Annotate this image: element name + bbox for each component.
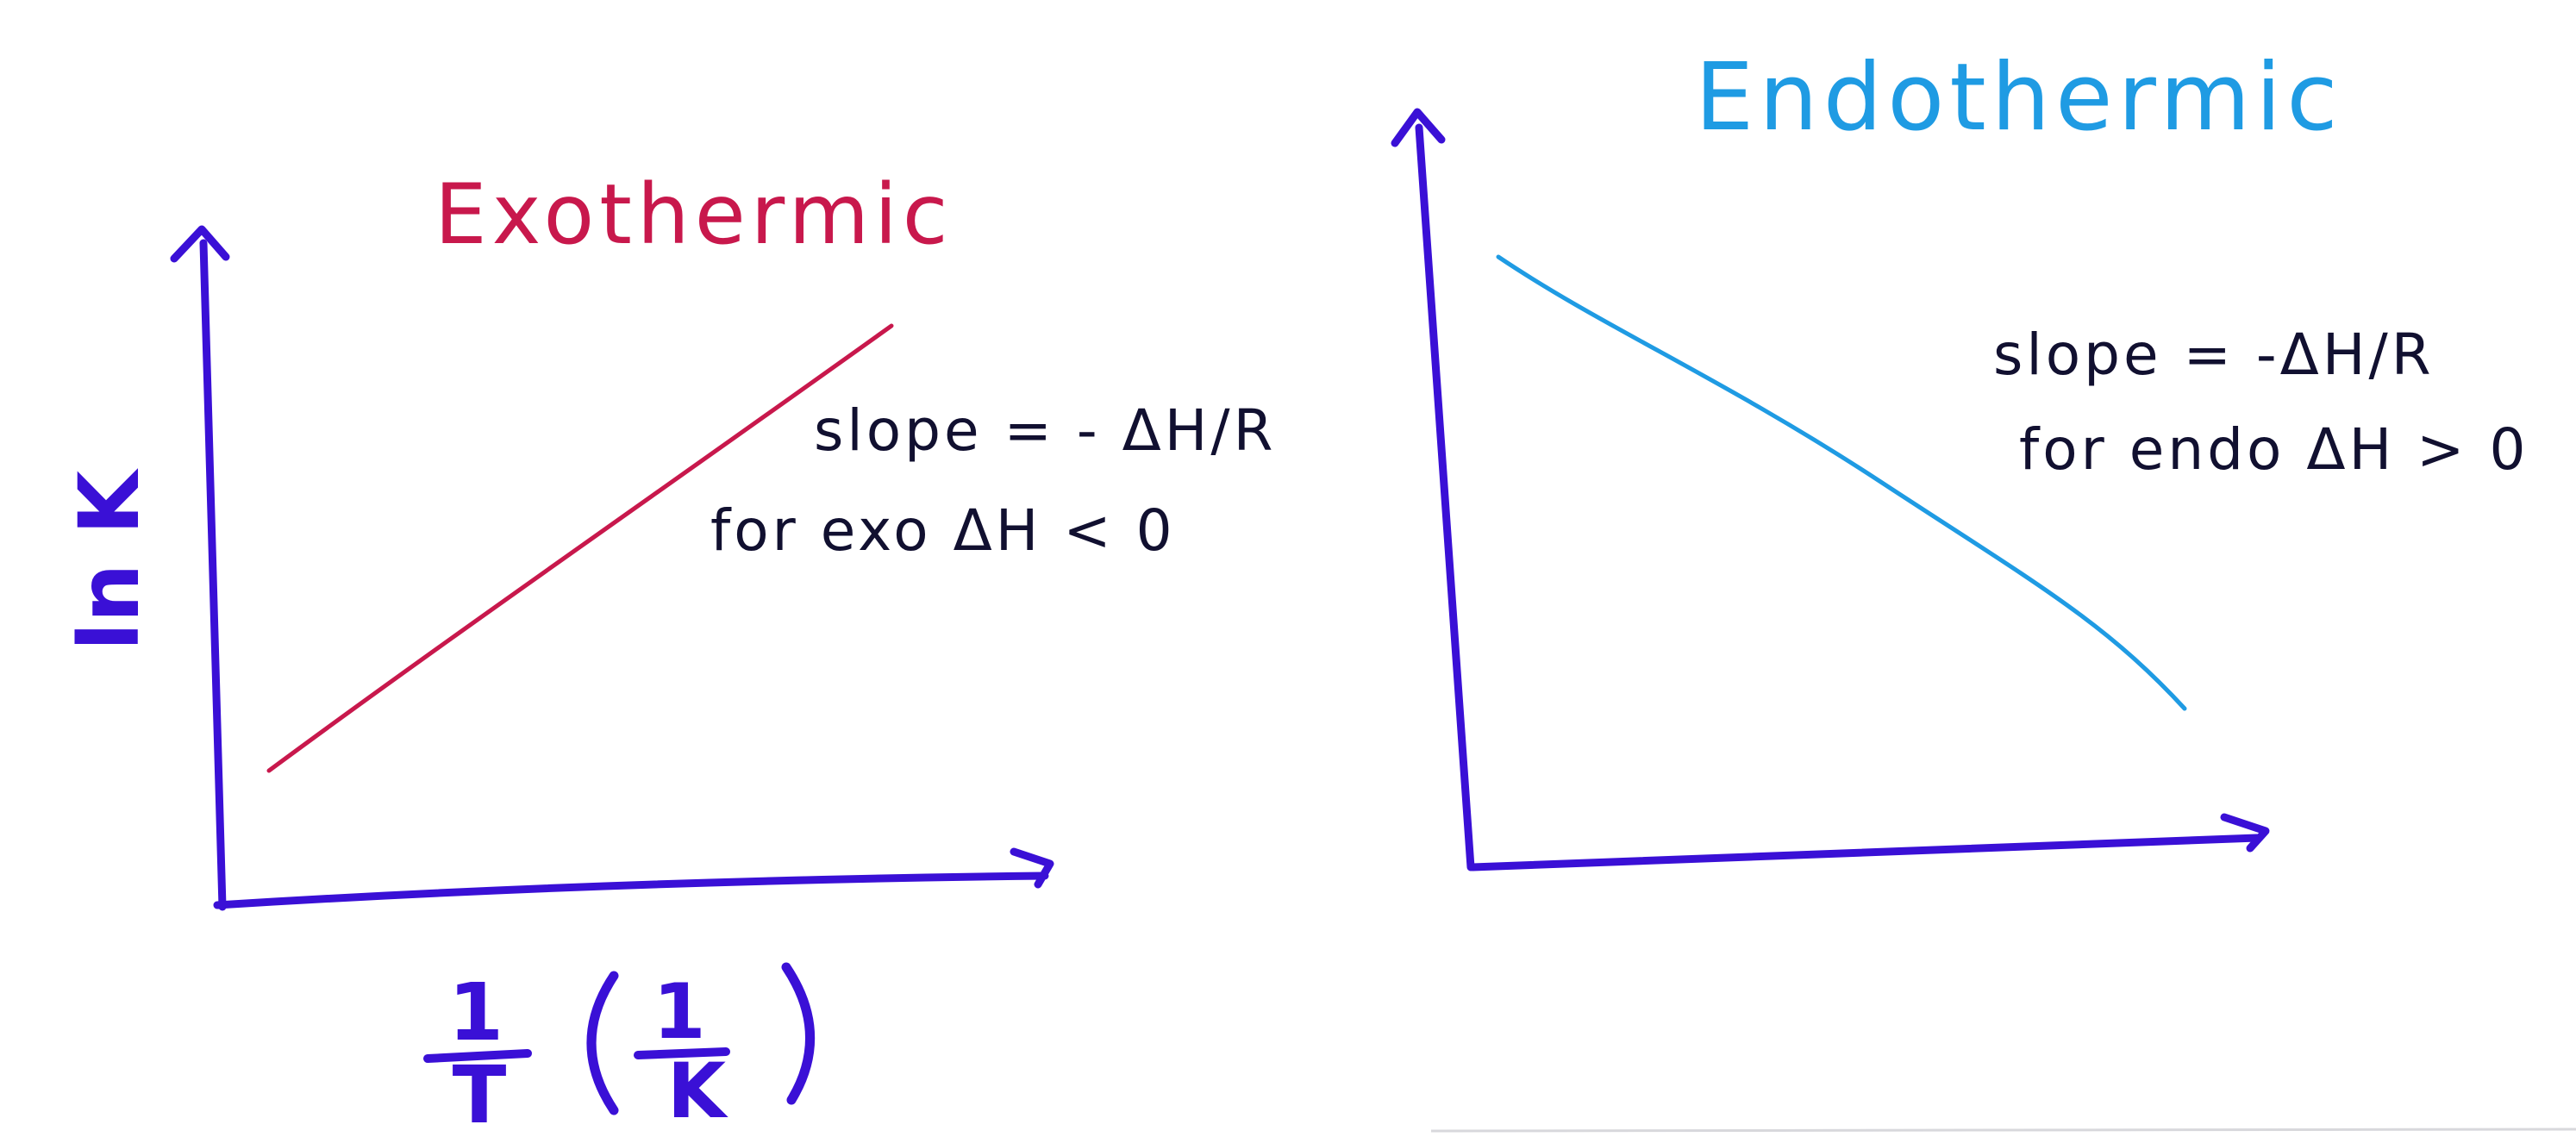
x-label-unit-denominator: K <box>667 1046 728 1135</box>
x-label-numerator: 1 <box>448 966 503 1059</box>
x-axis-label: 1 T 1 K <box>423 962 815 1137</box>
endo-x-axis <box>1468 834 2261 871</box>
endo-slope-label: slope = -ΔH/R <box>1993 322 2435 388</box>
endo-x-arrowhead <box>2220 813 2270 853</box>
y-axis-label: ln K <box>61 467 158 651</box>
exo-y-axis <box>199 239 227 911</box>
x-label-fraction-bar <box>423 1049 532 1063</box>
x-label-unit-bar <box>634 1047 730 1059</box>
endo-y-axis <box>1415 123 1475 871</box>
exo-condition-label: for exo ΔH < 0 <box>710 497 1176 564</box>
x-label-open-paren <box>586 971 619 1115</box>
endo-title: Endothermic <box>1695 44 2343 152</box>
paper-edge <box>1430 1128 2576 1133</box>
exo-x-axis <box>213 871 1049 909</box>
endo-data-line <box>1496 254 2187 711</box>
x-label-denominator: T <box>453 1049 507 1137</box>
exo-title: Exothermic <box>435 166 953 263</box>
endo-condition-label: for endo ΔH > 0 <box>2019 416 2529 483</box>
exo-x-arrowhead <box>1010 847 1054 889</box>
x-label-close-paren <box>781 962 815 1105</box>
exo-slope-label: slope = - ΔH/R <box>814 397 1277 464</box>
exo-y-arrowhead <box>170 225 230 263</box>
exothermic-panel: Exothermic slope = - ΔH/R for exo ΔH < 0… <box>61 166 1277 1137</box>
endo-y-arrowhead <box>1391 108 1446 147</box>
x-label-unit-numerator: 1 <box>653 967 705 1056</box>
exo-data-line <box>266 323 894 773</box>
endothermic-panel: Endothermic slope = -ΔH/R for endo ΔH > … <box>1391 44 2529 871</box>
